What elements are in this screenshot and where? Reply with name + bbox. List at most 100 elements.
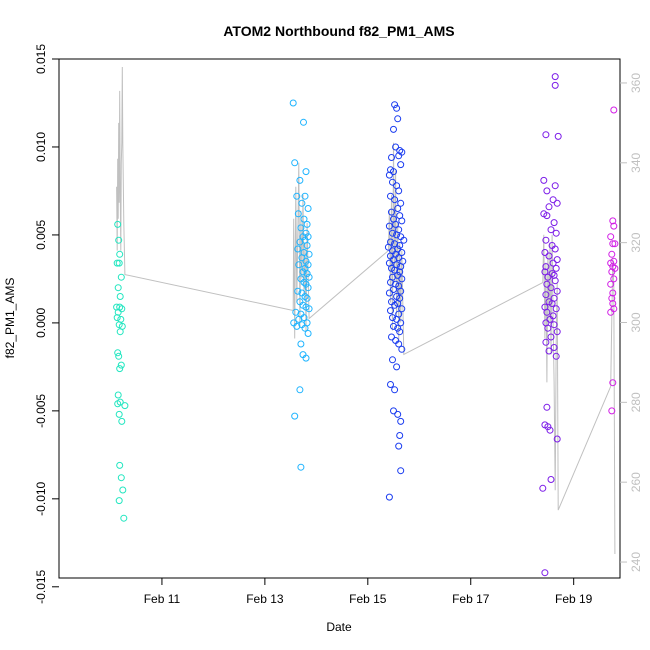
data-point xyxy=(543,212,551,220)
y2-axis: 240 260 280 300 320 340 360 xyxy=(620,73,643,572)
data-point xyxy=(293,192,301,200)
data-point xyxy=(395,442,403,450)
data-point xyxy=(302,354,310,362)
x-tick-label: Feb 13 xyxy=(246,592,284,606)
data-point xyxy=(115,497,123,505)
data-point xyxy=(301,293,309,300)
data-point xyxy=(552,352,560,360)
y2-tick-label: 280 xyxy=(629,392,643,412)
data-point xyxy=(396,147,404,154)
data-point xyxy=(303,294,311,302)
data-point xyxy=(551,81,559,89)
data-point xyxy=(397,319,405,327)
data-point xyxy=(301,192,309,200)
data-point xyxy=(608,294,616,302)
data-point xyxy=(289,99,297,107)
data-point xyxy=(298,254,306,262)
data-point xyxy=(400,236,408,244)
data-point xyxy=(396,268,404,276)
data-point xyxy=(391,386,399,394)
data-point xyxy=(550,344,558,351)
data-point xyxy=(553,287,561,295)
data-point xyxy=(546,426,554,434)
data-point xyxy=(303,220,311,228)
data-point xyxy=(114,349,122,357)
data-point xyxy=(118,417,126,425)
data-point xyxy=(397,263,405,271)
y-axis: -0.015 -0.010 -0.005 0.000 0.005 0.010 0.015 xyxy=(34,44,59,604)
data-point xyxy=(608,250,616,258)
y-tick-label: 0.000 xyxy=(34,308,48,338)
data-point xyxy=(296,176,304,184)
data-point xyxy=(545,203,553,211)
data-point xyxy=(547,333,555,341)
data-point xyxy=(610,275,618,283)
data-point xyxy=(393,363,401,371)
series-2 xyxy=(289,99,313,471)
data-point xyxy=(298,199,306,207)
data-point xyxy=(398,305,406,313)
data-point xyxy=(305,273,313,281)
data-point xyxy=(116,250,124,258)
data-point xyxy=(305,250,313,258)
data-point xyxy=(387,381,394,388)
data-point xyxy=(609,263,617,271)
data-point xyxy=(297,224,305,232)
secondary-line-layer xyxy=(116,66,616,555)
data-point xyxy=(114,391,122,399)
data-point xyxy=(541,249,549,256)
data-point xyxy=(608,268,616,276)
data-point xyxy=(397,199,405,207)
data-point xyxy=(117,273,125,281)
data-point xyxy=(294,287,302,295)
data-point xyxy=(549,259,557,267)
data-point xyxy=(389,229,396,237)
data-point xyxy=(392,220,400,228)
data-point xyxy=(541,569,549,577)
y2-tick-label: 260 xyxy=(629,472,643,492)
data-point xyxy=(389,178,396,186)
y2-tick-label: 320 xyxy=(629,232,643,252)
data-point xyxy=(387,192,394,200)
data-point xyxy=(116,461,124,469)
data-point xyxy=(291,412,299,420)
data-point xyxy=(546,315,554,323)
data-point xyxy=(294,210,302,218)
data-point xyxy=(396,242,404,249)
data-point xyxy=(302,257,310,265)
data-point xyxy=(116,328,124,336)
x-tick-label: Feb 19 xyxy=(555,592,593,606)
data-point xyxy=(390,125,397,133)
data-point xyxy=(385,222,393,230)
data-point xyxy=(394,115,402,123)
x-axis: Feb 11 Feb 13 Feb 15 Feb 17 Feb 19 xyxy=(144,578,593,606)
y2-tick-label: 360 xyxy=(629,73,643,93)
data-point xyxy=(541,268,549,276)
data-point xyxy=(394,324,402,332)
series-3 xyxy=(384,101,408,501)
data-point xyxy=(610,106,618,114)
data-point xyxy=(388,333,395,341)
data-point xyxy=(539,484,547,492)
data-point xyxy=(119,486,127,494)
data-point xyxy=(610,222,618,230)
y-axis-label: f82_PM1_AMS xyxy=(3,278,17,359)
data-point xyxy=(398,275,406,283)
data-point xyxy=(396,328,404,336)
x-tick-label: Feb 17 xyxy=(452,592,490,606)
data-point xyxy=(300,118,307,126)
y2-tick-label: 240 xyxy=(629,552,643,572)
y-tick-label: 0.005 xyxy=(34,220,48,250)
data-point xyxy=(393,315,401,323)
data-point xyxy=(609,289,617,297)
data-point xyxy=(387,307,394,315)
data-point xyxy=(390,286,397,293)
data-point xyxy=(294,245,302,253)
data-point xyxy=(295,315,303,323)
data-point xyxy=(385,171,393,179)
data-point xyxy=(389,314,396,322)
data-point xyxy=(304,284,312,292)
data-point xyxy=(304,205,312,212)
